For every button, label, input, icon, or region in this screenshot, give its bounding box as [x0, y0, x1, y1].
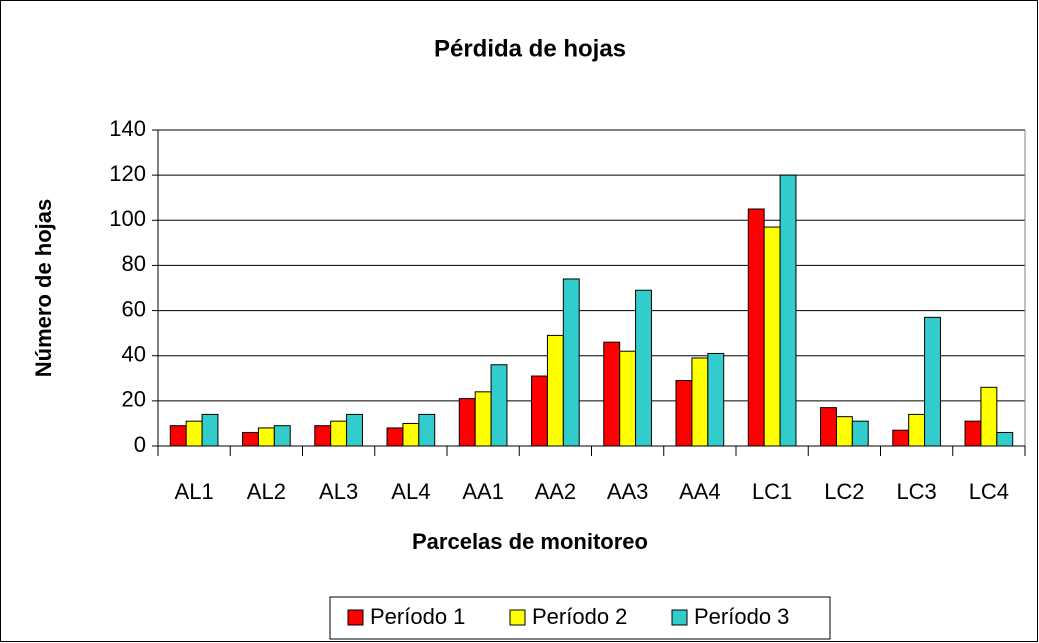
bar: [747, 208, 765, 447]
bar: [820, 407, 837, 447]
legend-box: [329, 596, 831, 640]
y-axis-title: Número de hojas: [31, 199, 56, 377]
bar: [169, 425, 187, 447]
x-tick-label: AA1: [462, 479, 504, 504]
bar: [257, 427, 275, 447]
y-tick-label: 0: [134, 432, 146, 457]
legend-label: Período 1: [370, 604, 465, 629]
bar: [619, 350, 637, 447]
bar: [418, 413, 436, 447]
bar: [851, 420, 869, 447]
x-tick-label: LC2: [824, 479, 864, 504]
x-tick-label: LC3: [896, 479, 936, 504]
bar: [242, 431, 259, 447]
legend-label: Período 2: [532, 604, 627, 629]
x-tick-label: AL3: [319, 479, 358, 504]
bar: [402, 422, 420, 447]
bar: [314, 425, 332, 447]
y-tick-label: 100: [109, 206, 146, 231]
x-tick-label: LC1: [752, 479, 792, 504]
bar: [635, 289, 652, 447]
y-tick-label: 60: [122, 296, 146, 321]
x-tick-label: AL4: [391, 479, 430, 504]
x-axis-title: Parcelas de monitoreo: [412, 529, 648, 554]
bar: [892, 429, 910, 447]
chart-title: Pérdida de hojas: [434, 35, 626, 62]
y-tick-label: 40: [122, 342, 146, 367]
bar: [185, 420, 203, 447]
bar: [835, 416, 853, 447]
bar: [346, 413, 363, 447]
bar: [691, 357, 709, 447]
bar: [964, 420, 982, 447]
bar: [490, 364, 508, 447]
x-tick-label: AL2: [247, 479, 286, 504]
y-tick-label: 80: [122, 251, 146, 276]
bar: [458, 398, 476, 447]
legend-key: [509, 609, 526, 626]
x-tick-label: LC4: [969, 479, 1009, 504]
x-tick-label: AA3: [607, 479, 649, 504]
legend-key: [671, 609, 688, 626]
bar: [675, 380, 693, 447]
bar: [980, 386, 998, 447]
bar: [386, 427, 404, 447]
bar: [707, 352, 725, 447]
legend-key: [347, 609, 364, 626]
bar: [603, 341, 621, 447]
x-tick-label: AL1: [175, 479, 214, 504]
legend-label: Período 3: [694, 604, 789, 629]
bar: [330, 420, 348, 447]
y-tick-label: 120: [109, 161, 146, 186]
bar: [562, 278, 580, 447]
y-tick-label: 20: [122, 387, 146, 412]
bar: [763, 226, 781, 447]
y-tick-label: 140: [109, 116, 146, 141]
bar: [273, 425, 291, 447]
bar: [531, 375, 548, 447]
x-tick-label: AA4: [679, 479, 721, 504]
bar: [546, 334, 564, 447]
bar: [996, 431, 1014, 447]
bar: [779, 174, 797, 447]
bar: [474, 391, 492, 447]
bar: [924, 316, 941, 447]
x-tick-label: AA2: [535, 479, 577, 504]
bar: [201, 413, 219, 447]
bar: [908, 413, 926, 447]
